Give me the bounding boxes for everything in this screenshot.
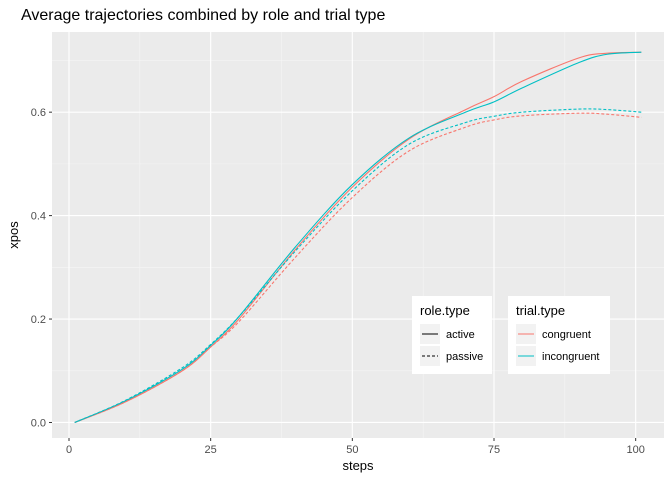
tick-labels: 0 25 50 75 100 0.0 0.2 0.4 0.6 [31,107,645,456]
legend-trial-type: trial.type congruent incongruent [508,296,610,374]
x-tick-label: 100 [626,444,644,456]
y-tick-label: 0.6 [31,107,46,119]
legend-label-congruent: congruent [542,329,591,341]
plot-panel [52,32,664,438]
legend-role-title: role.type [420,303,470,318]
x-tick-label: 75 [488,444,500,456]
legend-label-incongruent: incongruent [542,351,600,363]
y-axis-label: xpos [6,221,21,249]
legend-role-type: role.type active passive [412,296,492,374]
series-line-active-congruent [74,51,642,423]
y-tick-label: 0.0 [31,417,46,429]
y-tick-label: 0.4 [31,211,46,223]
series-line-active-incongruent [74,51,642,423]
x-tick-label: 0 [66,444,72,456]
series-line-passive-congruent [74,112,642,423]
y-tick-label: 0.2 [31,314,46,326]
grid [52,32,664,438]
series-group [74,51,642,423]
chart-title: Average trajectories combined by role an… [21,7,385,24]
legend-label-active: active [446,329,475,341]
x-axis-label: steps [342,458,374,473]
x-tick-label: 50 [346,444,358,456]
legend-trial-title: trial.type [516,303,565,318]
legend-label-passive: passive [446,351,483,363]
x-tick-label: 25 [205,444,217,456]
